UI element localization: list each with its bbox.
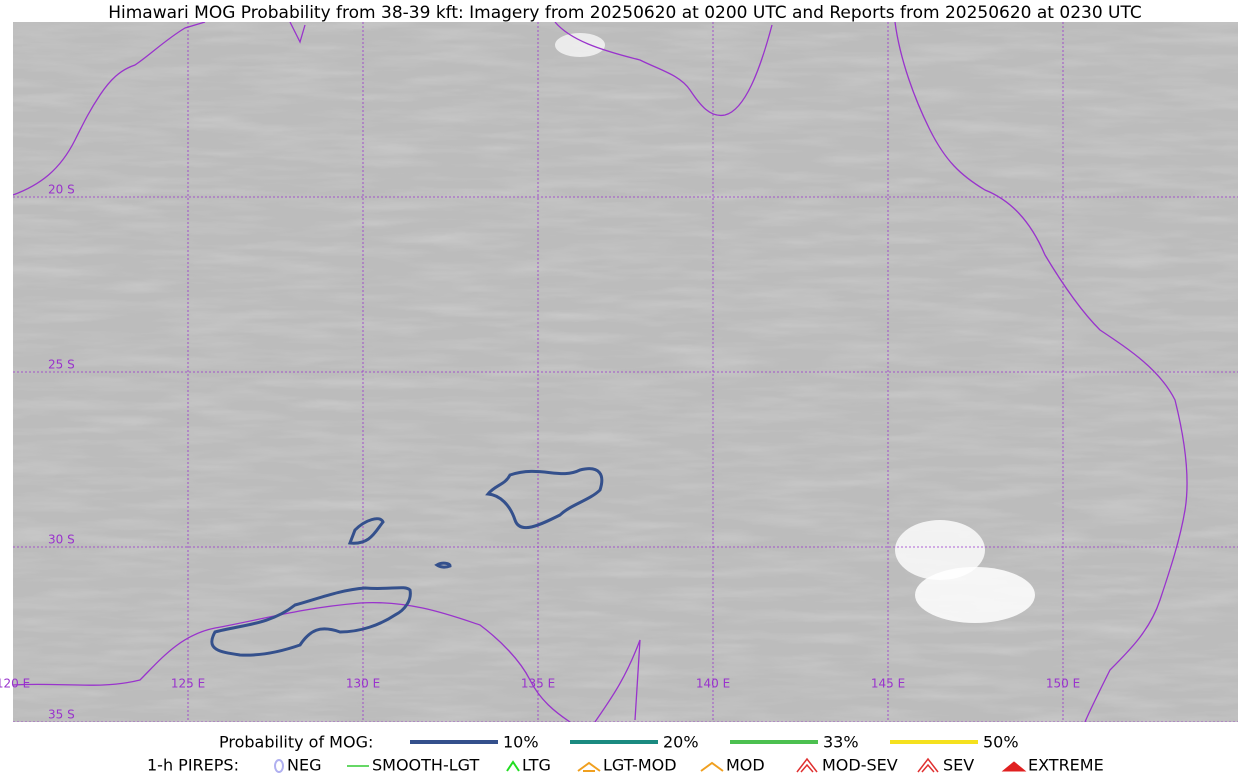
longitude-label: 120 E [0,677,30,691]
legend-label: 20% [663,733,699,752]
mog-contour [434,561,452,569]
coastline [13,601,571,722]
pirep-icon [796,757,818,773]
longitude-label: 145 E [871,677,905,691]
legend-label: LTG [522,756,551,775]
legend-label: LGT-MOD [603,756,677,775]
legend-heading: 1-h PIREPS: [147,756,239,775]
legend-label: SMOOTH-LGT [372,756,479,775]
longitude-label: 135 E [521,677,555,691]
coastline [554,22,773,117]
legend-label: 10% [503,733,539,752]
latitude-label: 20 S [48,183,75,197]
coastline [289,22,306,44]
mog-contour [210,586,412,657]
pirep-icon [274,759,284,773]
convective-cloud [555,33,1035,623]
legend-label: 33% [823,733,859,752]
mog-contour [347,517,385,545]
coastline [594,639,641,722]
latitude-label: 25 S [48,358,75,372]
legend-label: MOD [726,756,765,775]
pirep-icon [917,757,939,773]
mog-contour [485,467,604,530]
legend-label: MOD-SEV [822,756,898,775]
map [13,22,1238,722]
legend: Probability of MOG: 10% 20% 33% 50% 1-h PIREP… [147,733,1104,775]
title: Himawari MOG Probability from 38-39 kft:… [108,3,1142,23]
latitude-label: 30 S [48,533,75,547]
pirep-icon [506,760,520,772]
legend-label: NEG [287,756,321,775]
pirep-icon [1001,761,1027,772]
legend-heading: Probability of MOG: [219,733,373,752]
graticule [13,22,1238,722]
legend-label: 50% [983,733,1019,752]
latitude-label: 35 S [48,708,75,722]
pirep-icon [577,761,601,772]
pirep-icon [700,761,724,772]
coastline [13,22,206,196]
longitude-label: 140 E [696,677,730,691]
longitude-label: 130 E [346,677,380,691]
legend-label: SEV [943,756,974,775]
longitude-label: 125 E [171,677,205,691]
legend-label: EXTREME [1028,756,1104,775]
coastline [894,22,1188,722]
longitude-label: 150 E [1046,677,1080,691]
